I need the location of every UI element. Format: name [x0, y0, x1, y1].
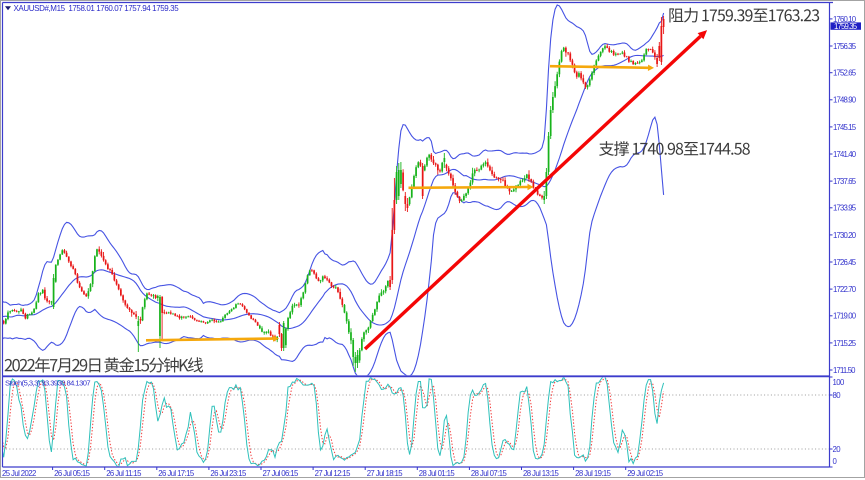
svg-text:1760.10: 1760.10	[833, 15, 857, 24]
svg-text:80: 80	[833, 391, 842, 400]
svg-text:1748.90: 1748.90	[833, 96, 857, 105]
svg-text:29 Jul 02:15: 29 Jul 02:15	[627, 469, 664, 478]
svg-text:1756.35: 1756.35	[833, 42, 857, 51]
svg-text:1752.65: 1752.65	[833, 69, 857, 78]
svg-text:1719.00: 1719.00	[833, 312, 857, 321]
svg-text:26 Jul 05:15: 26 Jul 05:15	[54, 469, 91, 478]
svg-text:28 Jul 19:15: 28 Jul 19:15	[575, 469, 612, 478]
svg-text:1715.25: 1715.25	[833, 339, 857, 348]
svg-text:1737.65: 1737.65	[833, 177, 857, 186]
svg-text:28 Jul 13:15: 28 Jul 13:15	[523, 469, 560, 478]
svg-text:1711.50: 1711.50	[833, 366, 856, 375]
svg-text:100: 100	[833, 378, 845, 387]
svg-text:1759.35: 1759.35	[834, 22, 858, 31]
svg-text:26 Jul 23:15: 26 Jul 23:15	[210, 469, 247, 478]
svg-text:1726.45: 1726.45	[833, 258, 857, 267]
svg-text:1722.70: 1722.70	[833, 285, 857, 294]
svg-text:1733.95: 1733.95	[833, 204, 857, 213]
svg-text:26 Jul 17:15: 26 Jul 17:15	[158, 469, 195, 478]
svg-text:28 Jul 07:15: 28 Jul 07:15	[471, 469, 508, 478]
svg-text:26 Jul 11:15: 26 Jul 11:15	[106, 469, 142, 478]
svg-text:27 Jul 06:15: 27 Jul 06:15	[263, 469, 300, 478]
svg-text:27 Jul 12:15: 27 Jul 12:15	[315, 469, 352, 478]
svg-text:1741.40: 1741.40	[833, 150, 857, 159]
svg-text:0: 0	[833, 457, 838, 466]
svg-text:XAUUSD#,M15 1758.01 1760.07 1: XAUUSD#,M15 1758.01 1760.07 1757.94 1759…	[14, 4, 180, 13]
svg-text:1730.20: 1730.20	[833, 231, 857, 240]
svg-text:25 Jul 2022: 25 Jul 2022	[2, 469, 36, 478]
svg-text:28 Jul 01:15: 28 Jul 01:15	[419, 469, 456, 478]
svg-text:Stoch(5,3,3) 93.3930 84.1307: Stoch(5,3,3) 93.3930 84.1307	[5, 378, 90, 387]
svg-text:27 Jul 18:15: 27 Jul 18:15	[367, 469, 404, 478]
svg-text:1745.15: 1745.15	[833, 123, 857, 132]
svg-text:20: 20	[833, 445, 842, 454]
